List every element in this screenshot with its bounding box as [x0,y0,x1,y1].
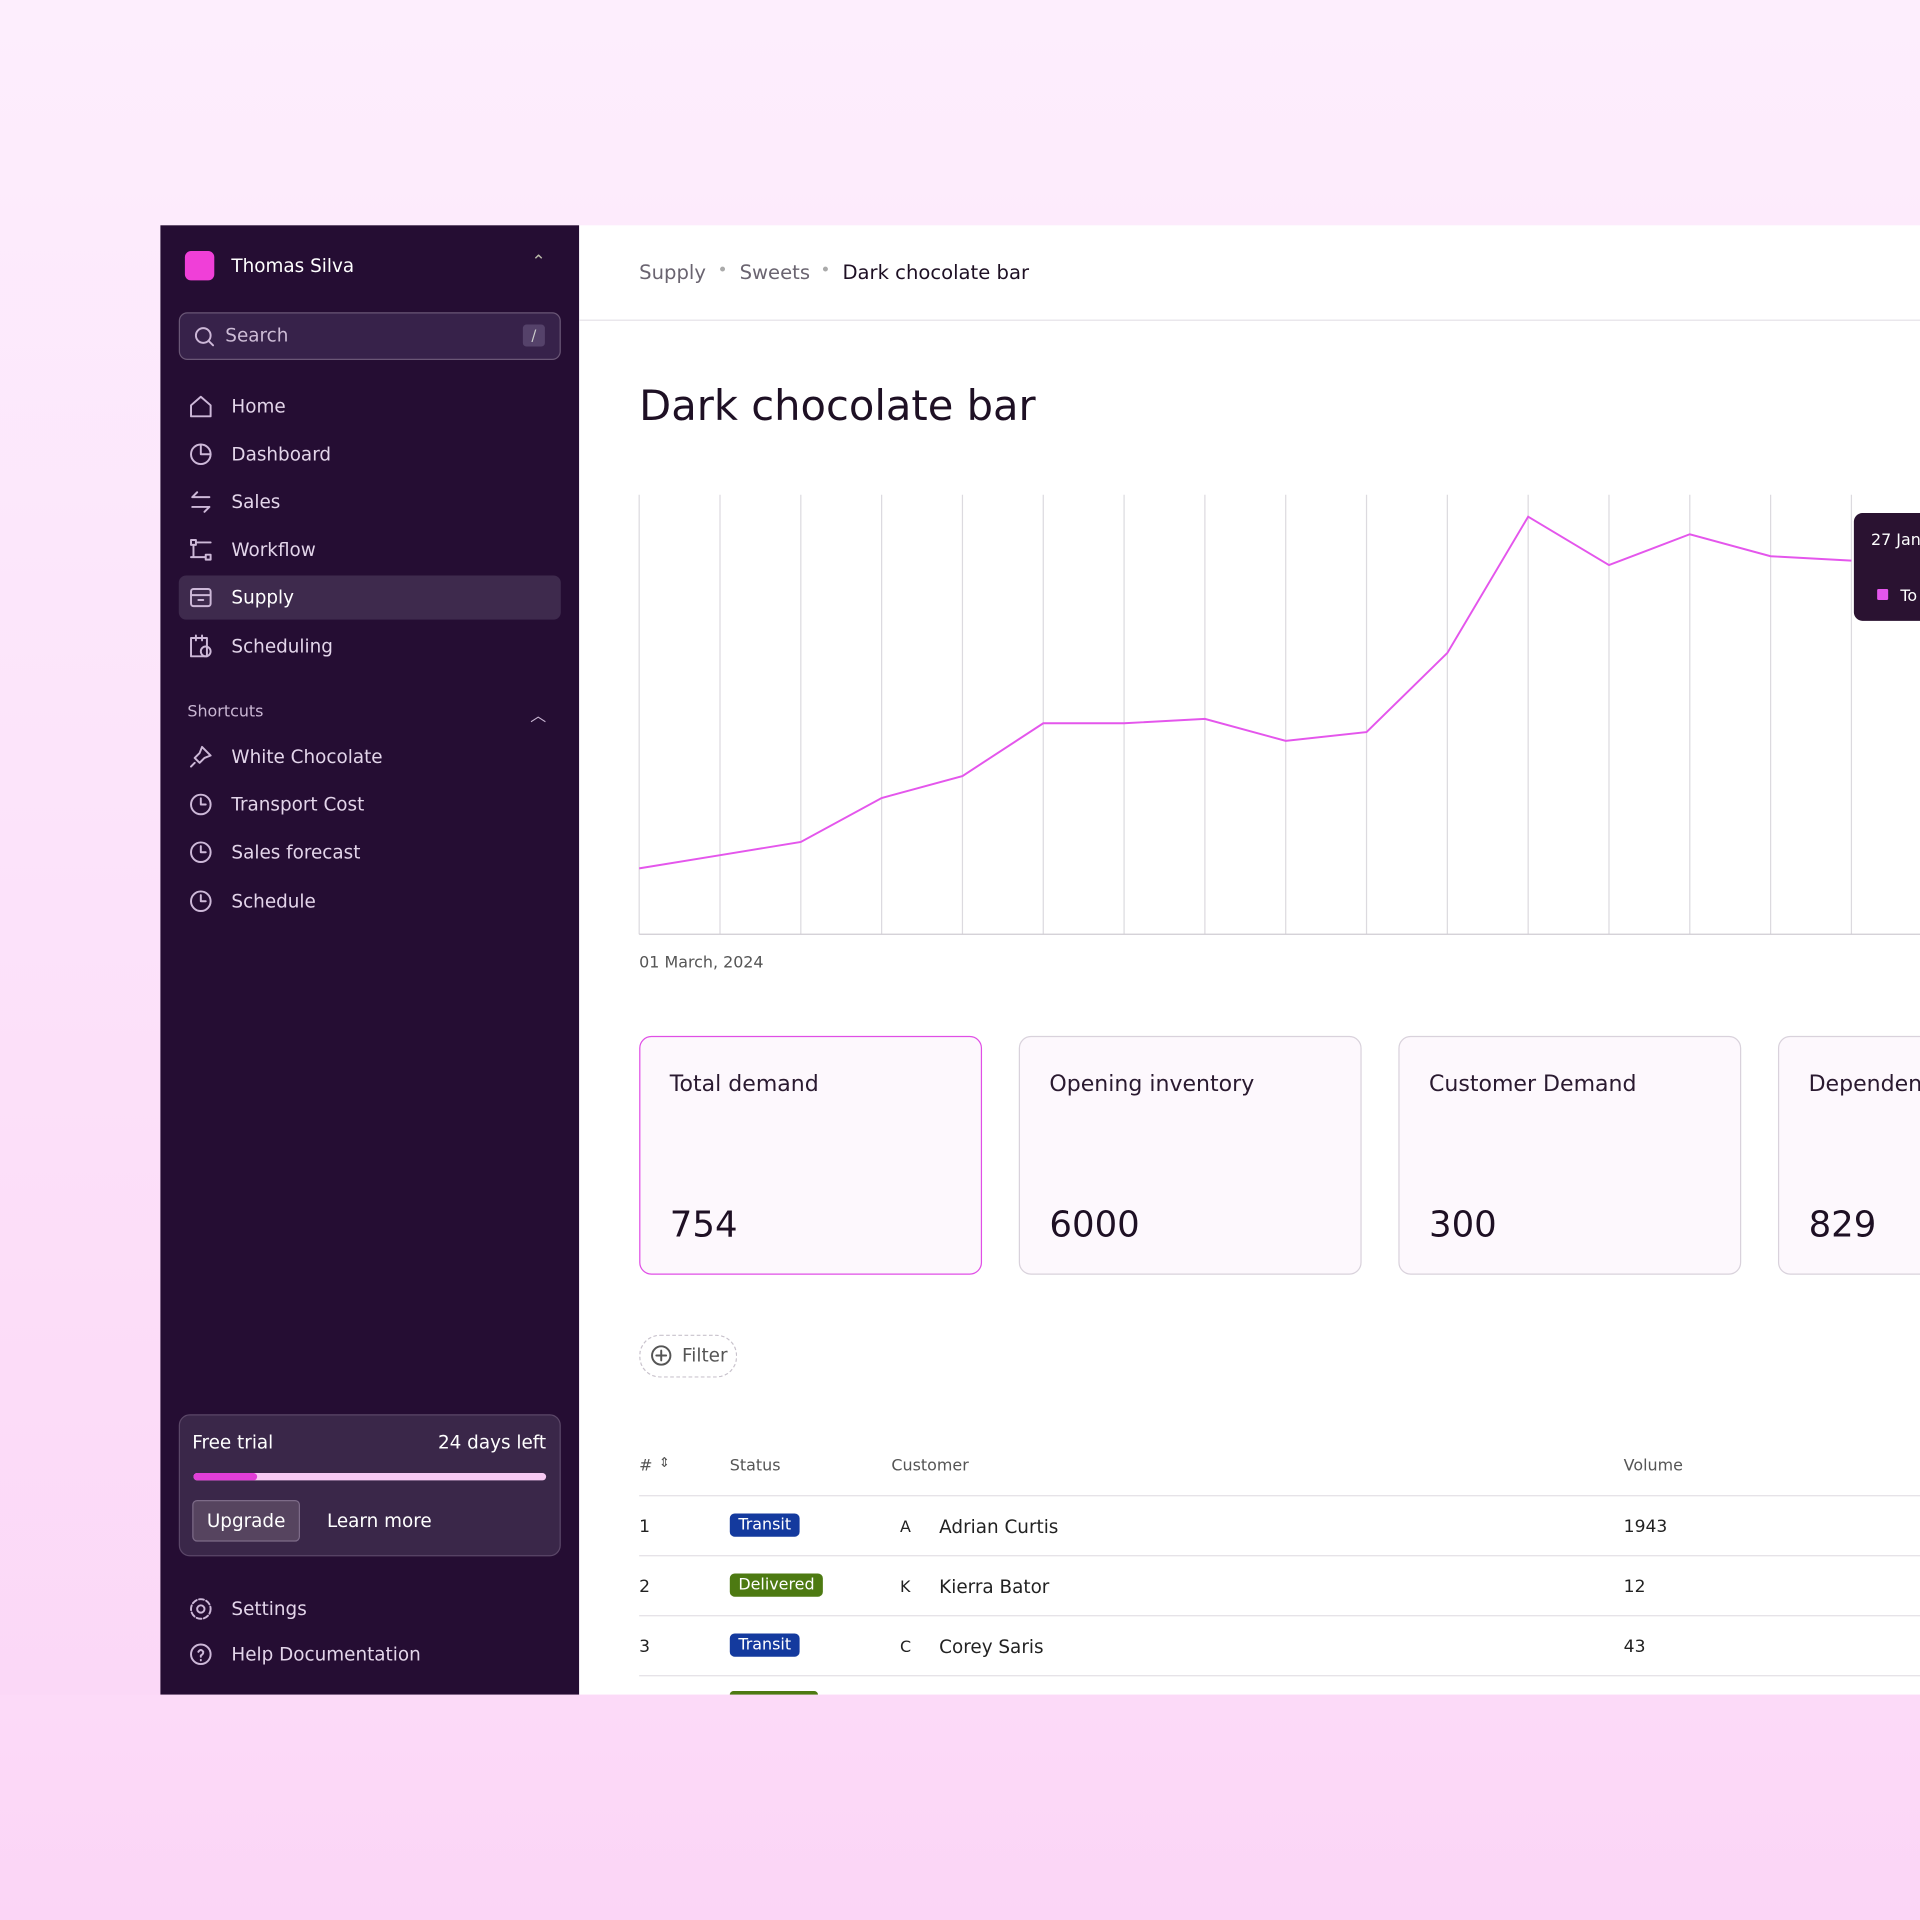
home-icon [190,395,212,418]
card-label: Opening inventory [1049,1071,1255,1098]
search-icon [194,327,215,347]
tooltip [1853,513,1920,621]
filter-button[interactable] [639,1334,738,1378]
active-nav-bg [178,575,561,620]
row-divider [639,1675,1920,1677]
breadcrumb-sep: • [717,260,728,281]
customer-name: Kierra Bator [939,1575,1050,1598]
x-tick-label: 01 March, 2024 [639,952,763,971]
nav-item[interactable]: Scheduling [231,635,333,658]
nav-item[interactable]: Supply [231,586,295,609]
plus-icon [651,1345,672,1366]
tooltip-text: To [1899,586,1917,605]
tooltip-title: 27 Jan [1871,530,1920,549]
sort-icon[interactable]: ⇕ [658,1454,671,1471]
trial-remaining: 24 days left [437,1431,547,1454]
footer-item[interactable]: Settings [231,1597,307,1621]
card-label: Total demand [669,1071,819,1098]
customer-avatar: A [900,1518,911,1537]
sales-icon [191,491,211,513]
upgrade-button[interactable]: Upgrade [192,1500,301,1542]
help-icon [190,1643,212,1666]
status-badge: Transit [729,1513,800,1537]
search-box[interactable] [178,312,561,361]
card-label: Customer Demand [1428,1071,1637,1098]
card-value: 754 [669,1203,738,1246]
progress-track [193,1473,547,1481]
next-row-badge [729,1691,818,1695]
learn-more[interactable]: Learn more [326,1509,432,1532]
card-value: 300 [1428,1203,1497,1246]
customer-name: Corey Saris [939,1635,1044,1658]
row-index: 3 [639,1637,651,1657]
column-header: Status [729,1457,781,1476]
tooltip-swatch [1877,588,1889,601]
volume: 1943 [1623,1517,1668,1537]
customer-name: Adrian Curtis [939,1515,1059,1538]
breadcrumb-item[interactable]: Supply [639,260,706,285]
metric-card[interactable]: Customer Demand 300 [1398,1035,1742,1275]
page-title: Dark chocolate bar [639,382,1036,432]
card-value: 829 [1808,1203,1877,1246]
data-line [639,515,1852,870]
row-divider [639,1615,1920,1617]
metric-card[interactable]: Total demand 754 [639,1035,983,1275]
nav-item[interactable]: Workflow [231,538,316,561]
trial-title: Free trial [192,1431,274,1454]
scheduling-icon [190,634,212,658]
card-value: 6000 [1049,1203,1140,1246]
status-badge: Delivered [729,1573,824,1597]
customer-avatar: C [900,1638,912,1657]
volume: 43 [1623,1637,1646,1657]
card-label: Dependent [1808,1071,1920,1098]
shortcut-item[interactable]: Sales forecast [231,841,361,864]
pin-icon [190,745,212,768]
header-border [579,319,1920,321]
user-name[interactable]: Thomas Silva [231,254,355,277]
breadcrumb-item: Dark chocolate bar [842,260,1030,285]
clock-icon [190,841,212,864]
progress-fill [193,1473,257,1481]
nav-item[interactable]: Home [231,395,286,418]
row-index: 2 [639,1577,651,1597]
clock-icon [190,793,212,816]
supply-icon [190,588,212,608]
main-panel [579,225,1920,1695]
shortcut-item[interactable]: Schedule [231,890,316,913]
metric-card[interactable]: Dependent 829 [1777,1035,1920,1275]
customer-avatar: K [900,1578,911,1597]
status-badge: Transit [729,1633,800,1657]
footer-item[interactable]: Help Documentation [231,1643,421,1666]
shortcuts-title: Shortcuts [187,702,264,722]
avatar [184,251,215,281]
volume: 12 [1623,1577,1646,1597]
clock-icon [190,890,212,913]
shortcut-item[interactable]: Transport Cost [231,793,365,816]
workflow-icon [190,539,212,561]
collapse[interactable]: ︿ [530,707,547,727]
search-shortcut: / [522,324,545,347]
breadcrumb-sep: • [820,260,831,281]
filter-label: Filter [682,1344,728,1367]
breadcrumb-item[interactable]: Sweets [739,260,811,285]
column-header[interactable]: # [639,1457,653,1476]
metric-card[interactable]: Opening inventory 6000 [1018,1035,1362,1275]
row-divider [639,1495,1920,1497]
backdrop-bottom [0,1694,1920,1920]
nav-item[interactable]: Sales [231,491,281,514]
column-header: Customer [891,1457,969,1476]
settings-icon [190,1598,212,1620]
row-index: 1 [639,1517,651,1537]
shortcut-item[interactable]: White Chocolate [231,745,383,768]
search-placeholder: Search [225,324,289,347]
column-header: Volume [1623,1457,1683,1476]
dashboard-icon [190,443,212,466]
row-divider [639,1555,1920,1557]
switcher[interactable]: ⌃ [531,252,546,272]
nav-item[interactable]: Dashboard [231,443,332,466]
